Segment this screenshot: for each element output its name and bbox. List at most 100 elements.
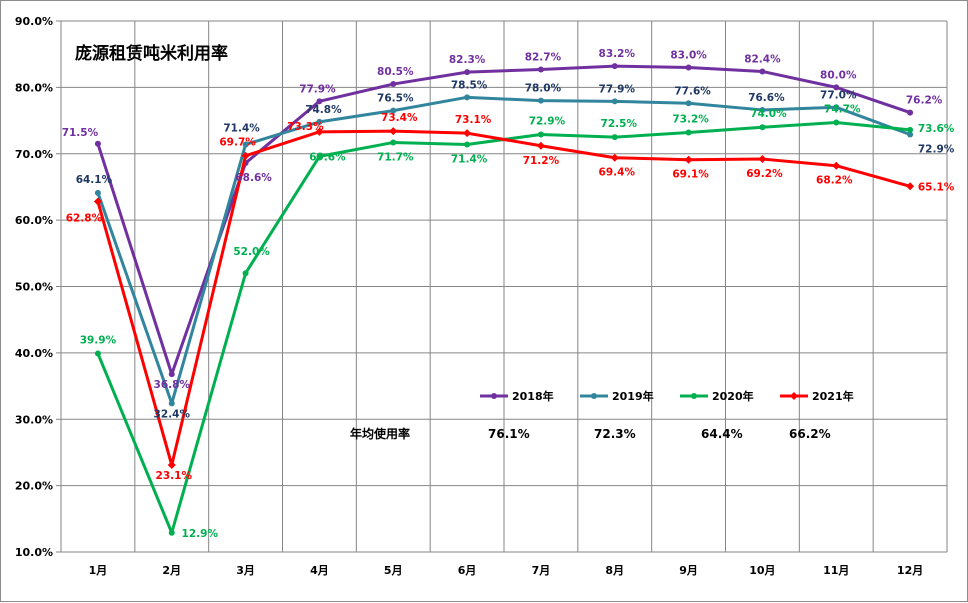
series-1-point xyxy=(464,94,471,101)
series-2-data-label: 74.0% xyxy=(750,108,787,120)
series-3-data-label: 73.4% xyxy=(381,112,418,124)
x-tick-label: 2月 xyxy=(162,564,181,577)
series-1-data-label: 78.0% xyxy=(525,83,562,95)
series-3-point xyxy=(610,153,619,162)
series-2-data-label: 12.9% xyxy=(182,528,219,540)
series-1-data-label: 64.1% xyxy=(76,174,113,186)
series-2-data-label: 71.7% xyxy=(377,151,414,163)
x-tick-label: 8月 xyxy=(605,564,624,577)
x-axis-ticks: 1月 2月 3月 4月 5月 6月 7月 8月 9月 10月 11月 12月 xyxy=(89,564,924,577)
series-0-data-label: 83.0% xyxy=(670,49,707,61)
series-0-data-label: 83.2% xyxy=(599,48,636,60)
series-3-data-label: 73.3% xyxy=(287,121,324,133)
series-2-point xyxy=(907,126,914,133)
legend-marker-0 xyxy=(491,393,497,399)
annual-average-annotation: 年均使用率 76.1% 72.3% 64.4% 66.2% xyxy=(350,426,831,441)
chart-title: 庞源租赁吨米利用率 xyxy=(75,43,228,64)
legend-marker-3 xyxy=(790,392,798,400)
x-tick-label: 10月 xyxy=(749,564,775,577)
series-0-point xyxy=(390,81,397,88)
series-1-point xyxy=(611,98,618,105)
gridlines xyxy=(56,20,948,553)
series-2-point xyxy=(168,529,175,536)
series-1-data-label: 77.6% xyxy=(674,85,711,97)
series-2-point xyxy=(833,119,840,126)
series-2-point xyxy=(316,153,323,160)
series-1-data-label: 76.6% xyxy=(748,92,785,104)
series-1-data-label: 78.5% xyxy=(451,79,488,91)
series-3-data-label: 71.2% xyxy=(523,155,560,167)
series-2-data-label: 52.0% xyxy=(233,246,270,258)
series-3-line xyxy=(96,129,911,467)
y-tick-label: 80.0% xyxy=(15,81,53,94)
series-1-point xyxy=(94,189,101,196)
x-tick-label: 4月 xyxy=(310,564,329,577)
series-1-point xyxy=(390,107,397,114)
series-1-data-label: 77.0% xyxy=(820,89,857,101)
series-3-point xyxy=(389,127,398,136)
series-3-point xyxy=(167,461,176,470)
legend-marker-1 xyxy=(591,393,597,399)
series-0-point xyxy=(94,140,101,147)
y-tick-label: 70.0% xyxy=(15,148,53,161)
x-tick-label: 5月 xyxy=(384,564,403,577)
series-2-data-label: 72.9% xyxy=(529,116,566,128)
series-1-point xyxy=(907,131,914,138)
series-0-data-label: 80.0% xyxy=(820,69,857,81)
series-3-data-label: 69.1% xyxy=(672,169,709,181)
series-1-point xyxy=(168,400,175,407)
annual-average-value-2: 72.3% xyxy=(594,427,636,441)
x-tick-label: 7月 xyxy=(532,564,551,577)
series-0-data-label: 82.4% xyxy=(744,53,781,65)
series-1-data-label: 74.8% xyxy=(305,104,342,116)
series-2-point xyxy=(611,134,618,141)
series-3-point xyxy=(758,155,767,164)
legend-label-3: 2021年 xyxy=(812,389,854,403)
series-0-point xyxy=(907,109,914,116)
series-2-point xyxy=(390,139,397,146)
series-0-point xyxy=(168,371,175,378)
series-2-point xyxy=(242,270,249,277)
y-tick-label: 30.0% xyxy=(15,413,53,426)
series-2-data-label: 73.2% xyxy=(672,114,709,126)
series-2-data-label: 73.6% xyxy=(918,123,955,135)
y-tick-label: 20.0% xyxy=(15,480,53,493)
series-0-point xyxy=(464,69,471,76)
series-2-data-label: 74.7% xyxy=(824,104,861,116)
series-0-point xyxy=(537,66,544,73)
x-tick-label: 11月 xyxy=(823,564,849,577)
series-2-data-label: 69.6% xyxy=(309,151,346,163)
series-layer xyxy=(93,63,915,536)
series-2-data-label: 71.4% xyxy=(451,153,488,165)
series-3-data-label: 69.2% xyxy=(746,168,783,180)
y-tick-label: 10.0% xyxy=(15,546,53,559)
series-1-point xyxy=(685,100,692,107)
x-tick-label: 1月 xyxy=(89,564,108,577)
legend-label-0: 2018年 xyxy=(512,389,554,403)
series-2-data-label: 39.9% xyxy=(80,335,117,347)
series-0-data-label: 80.5% xyxy=(377,66,414,78)
series-1-point xyxy=(316,118,323,125)
x-tick-label: 9月 xyxy=(679,564,698,577)
series-3-data-label: 73.1% xyxy=(455,114,492,126)
series-1-point xyxy=(759,106,766,113)
series-0-data-label: 71.5% xyxy=(62,127,99,139)
series-2-point xyxy=(537,131,544,138)
series-1-point xyxy=(833,104,840,111)
series-1-point xyxy=(537,97,544,104)
series-0-point xyxy=(611,63,618,70)
y-tick-label: 40.0% xyxy=(15,347,53,360)
annual-average-label: 年均使用率 xyxy=(350,426,410,441)
y-tick-label: 60.0% xyxy=(15,214,53,227)
legend-label-1: 2019年 xyxy=(612,389,654,403)
series-3-data-label: 68.2% xyxy=(816,175,853,187)
series-2-point xyxy=(759,124,766,131)
series-3-point xyxy=(536,141,545,150)
x-tick-label: 12月 xyxy=(897,564,923,577)
series-3-data-label: 69.7% xyxy=(219,137,256,149)
series-0-data-label: 82.7% xyxy=(525,51,562,63)
series-2-point xyxy=(464,141,471,148)
series-3-point xyxy=(463,129,472,138)
